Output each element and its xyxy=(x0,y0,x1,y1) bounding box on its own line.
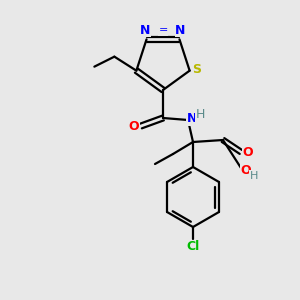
Text: N: N xyxy=(140,24,151,37)
Text: O: O xyxy=(241,164,251,176)
Text: H: H xyxy=(195,109,205,122)
Text: Cl: Cl xyxy=(186,241,200,254)
Text: N: N xyxy=(175,24,186,37)
Text: S: S xyxy=(192,63,201,76)
Text: O: O xyxy=(129,119,139,133)
Text: N: N xyxy=(187,112,197,125)
Text: H: H xyxy=(250,171,258,181)
Text: =: = xyxy=(158,25,168,35)
Text: O: O xyxy=(243,146,253,158)
